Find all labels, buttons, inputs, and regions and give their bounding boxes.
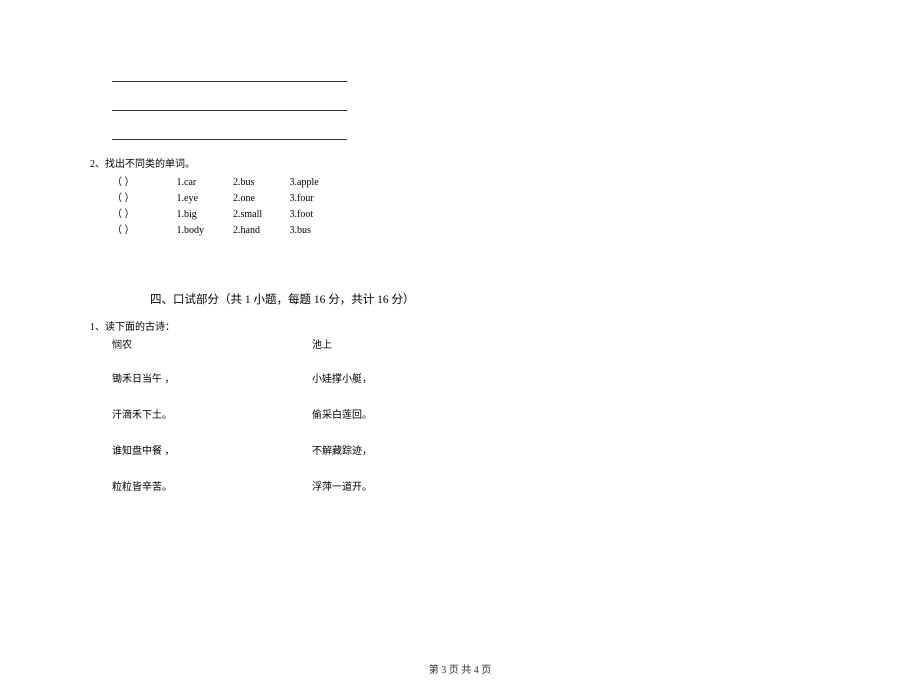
option-c: 3.foot [290,207,350,223]
option-a: 1.car [177,175,231,191]
odd-one-row: （ ） 1.body 2.hand 3.bus [112,223,830,239]
poem-line: 谁知盘中餐 ， 不解藏踪迹， [90,445,830,459]
odd-one-row: （ ） 1.car 2.bus 3.apple [112,175,830,191]
bracket: （ ） [112,191,174,207]
option-c: 3.bus [290,223,350,239]
poem-left: 汗滴禾下土。 [112,409,312,423]
poem-titles: 悯农 池上 [90,339,830,353]
poem-left: 谁知盘中餐 ， [112,445,312,459]
section-4-heading: 四、口试部分（共 1 小题，每题 16 分，共计 16 分） [150,291,830,307]
option-a: 1.big [177,207,231,223]
answer-blank-line [112,126,347,140]
option-c: 3.four [290,191,350,207]
poem-right: 不解藏踪迹， [312,445,512,459]
poem-left: 粒粒皆辛苦。 [112,481,312,495]
poem-left: 锄禾日当午 ， [112,373,312,387]
poem-right: 浮萍一道开。 [312,481,512,495]
bracket: （ ） [112,207,174,223]
answer-blank-line [112,97,347,111]
option-b: 2.hand [233,223,287,239]
poem-right: 小娃撑小艇， [312,373,512,387]
option-c: 3.apple [290,175,350,191]
bracket: （ ） [112,175,174,191]
poem-line: 粒粒皆辛苦。 浮萍一道开。 [90,481,830,495]
option-a: 1.eye [177,191,231,207]
option-b: 2.one [233,191,287,207]
poem-line: 锄禾日当午 ， 小娃撑小艇， [90,373,830,387]
answer-blank-line [112,68,347,82]
poem-right: 偷采白莲回。 [312,409,512,423]
poem-intro: 1、读下面的古诗： [90,321,830,335]
page: 2、找出不同类的单词。 （ ） 1.car 2.bus 3.apple （ ） … [0,0,920,686]
poem-title-left: 悯农 [112,339,312,353]
bracket: （ ） [112,223,174,239]
page-footer: 第 3 页 共 4 页 [0,661,920,676]
poem-line: 汗滴禾下土。 偷采白莲回。 [90,409,830,423]
option-b: 2.small [233,207,287,223]
option-b: 2.bus [233,175,287,191]
poem-title-right: 池上 [312,339,512,353]
odd-one-row: （ ） 1.big 2.small 3.foot [112,207,830,223]
poem-area: 1、读下面的古诗： 悯农 池上 锄禾日当午 ， 小娃撑小艇， 汗滴禾下土。 偷采… [90,321,830,495]
odd-one-row: （ ） 1.eye 2.one 3.four [112,191,830,207]
question-2-label: 2、找出不同类的单词。 [90,155,830,170]
option-a: 1.body [177,223,231,239]
